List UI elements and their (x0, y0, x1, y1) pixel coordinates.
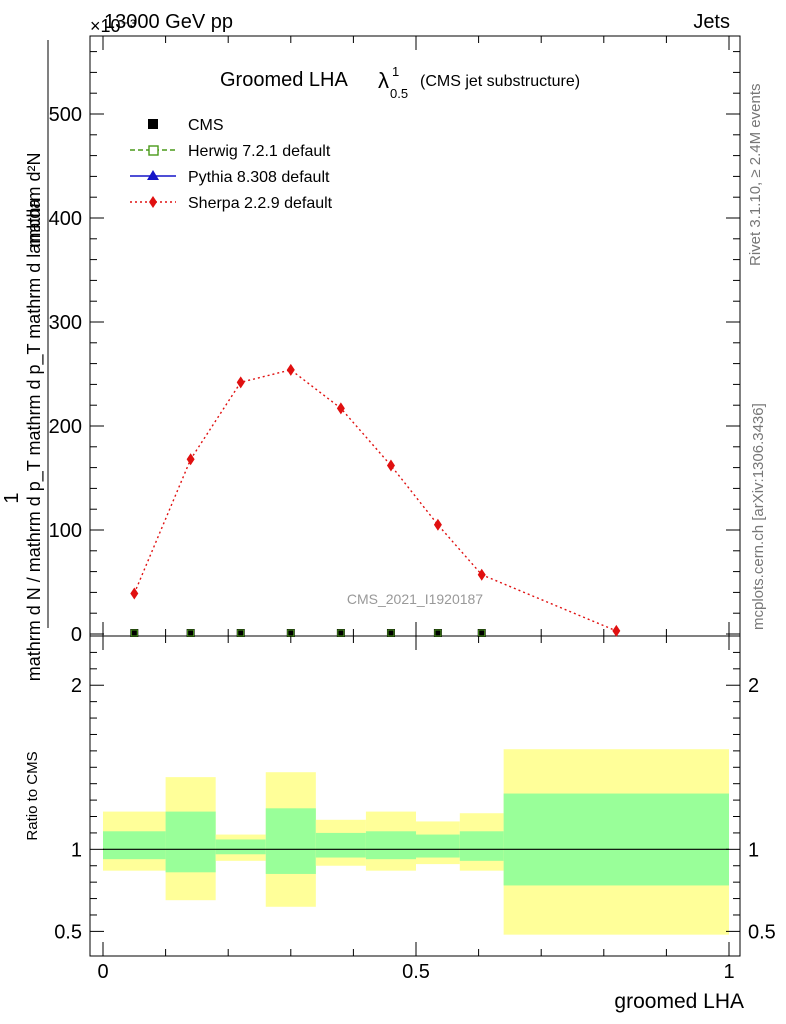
header-exponent: ×10⁻³ (90, 16, 136, 36)
cms-point (386, 629, 395, 637)
sherpa-point (130, 587, 139, 600)
watermark: CMS_2021_I1920187 (347, 591, 483, 607)
ratio-ytick-label-right: 0.5 (748, 921, 776, 943)
legend-marker (147, 170, 159, 180)
ratio-ytick-label-left: 2 (71, 675, 82, 697)
sherpa-line (133, 369, 617, 632)
ratio-xtick-label: 1 (723, 961, 734, 983)
main-y-label: 1 mathrm d²N mathrm d N / mathrm d p_T m… (1, 40, 49, 681)
sherpa-point (236, 376, 245, 389)
ratio-xtick-label: 0.5 (402, 961, 430, 983)
herwig-point (130, 629, 138, 637)
ratio-bands (103, 749, 729, 935)
ylabel-top: 1 (1, 492, 23, 503)
ratio-plot-frame (89, 635, 741, 957)
sherpa-point (477, 568, 486, 581)
herwig-point (387, 629, 395, 637)
sherpa-point (186, 453, 195, 466)
cms-point (236, 629, 245, 637)
ratio-band-green (265, 808, 316, 874)
main-ytick-label: 200 (49, 416, 82, 438)
main-series (130, 363, 621, 637)
ratio-ytick-label-right: 1 (748, 839, 759, 861)
legend-marker (148, 119, 158, 129)
cms-point (336, 629, 345, 637)
main-ytick-label: 0 (71, 624, 82, 646)
legend-label: CMS (188, 117, 224, 134)
legend-label: Pythia 8.308 default (188, 169, 330, 186)
header-left: 13000 GeV pp (104, 11, 233, 33)
x-axis-label: groomed LHA (614, 990, 744, 1013)
legend-marker (148, 145, 159, 156)
cms-point (433, 629, 442, 637)
header-right: Jets (693, 11, 730, 33)
ratio-xtick-label: 0 (97, 961, 108, 983)
herwig-point (187, 629, 195, 637)
main-ytick-label: 500 (49, 104, 82, 126)
ratio-band-green (215, 839, 266, 855)
herwig-point (337, 629, 345, 637)
cms-point (477, 629, 486, 637)
sherpa-point (336, 402, 345, 415)
title-note: (CMS jet substructure) (420, 73, 580, 90)
sherpa-point (612, 624, 621, 637)
title-symbol: λ (378, 68, 389, 93)
ratio-band-green (315, 832, 366, 858)
legend-marker (149, 196, 157, 208)
legend-label: Sherpa 2.2.9 default (188, 195, 333, 212)
ratio-ytick-label-left: 0.5 (54, 921, 82, 943)
main-y-ticks: 0 100 200 300 400 500 (49, 36, 740, 646)
cms-point (186, 629, 195, 637)
ratio-band-green (103, 831, 166, 860)
ratio-band-green (165, 811, 216, 873)
ratio-band-green (365, 831, 416, 860)
main-ytick-label: 400 (49, 208, 82, 230)
herwig-point (434, 629, 442, 637)
title-sup: 1 (392, 64, 399, 79)
sherpa-point (386, 459, 395, 472)
ratio-band-green (459, 831, 504, 861)
main-ytick-label: 100 (49, 520, 82, 542)
ratio-band-green (503, 793, 729, 886)
ratio-band-green (416, 834, 460, 858)
ylabel-numerator: mathrm d²N (24, 152, 44, 247)
title-sub: 0.5 (390, 86, 408, 101)
plot-title: Groomed LHA λ 1 0.5 (CMS jet substructur… (220, 64, 580, 101)
rivet-label: Rivet 3.1.10, ≥ 2.4M events (747, 84, 764, 267)
ylabel-denominator: mathrm d N / mathrm d p_T mathrm d p_T m… (24, 198, 45, 681)
herwig-point (237, 629, 245, 637)
legend: CMS Herwig 7.2.1 default Pythia 8.308 defa… (130, 117, 333, 212)
main-ytick-label: 300 (49, 312, 82, 334)
ratio-ticks: 0.5 0.5 1 1 2 2 0 0.5 1 (54, 636, 776, 983)
title-main: Groomed LHA (220, 69, 348, 91)
cms-point (130, 629, 139, 637)
herwig-point (478, 629, 486, 637)
legend-label: Herwig 7.2.1 default (188, 143, 331, 160)
cms-point (286, 629, 295, 637)
sherpa-point (433, 518, 442, 531)
ratio-y-label: Ratio to CMS (24, 751, 41, 840)
ratio-ytick-label-right: 2 (748, 675, 759, 697)
mcplots-label: mcplots.cern.ch [arXiv:1306.3436] (750, 403, 767, 630)
sherpa-point (286, 363, 295, 376)
ratio-ytick-label-left: 1 (71, 839, 82, 861)
